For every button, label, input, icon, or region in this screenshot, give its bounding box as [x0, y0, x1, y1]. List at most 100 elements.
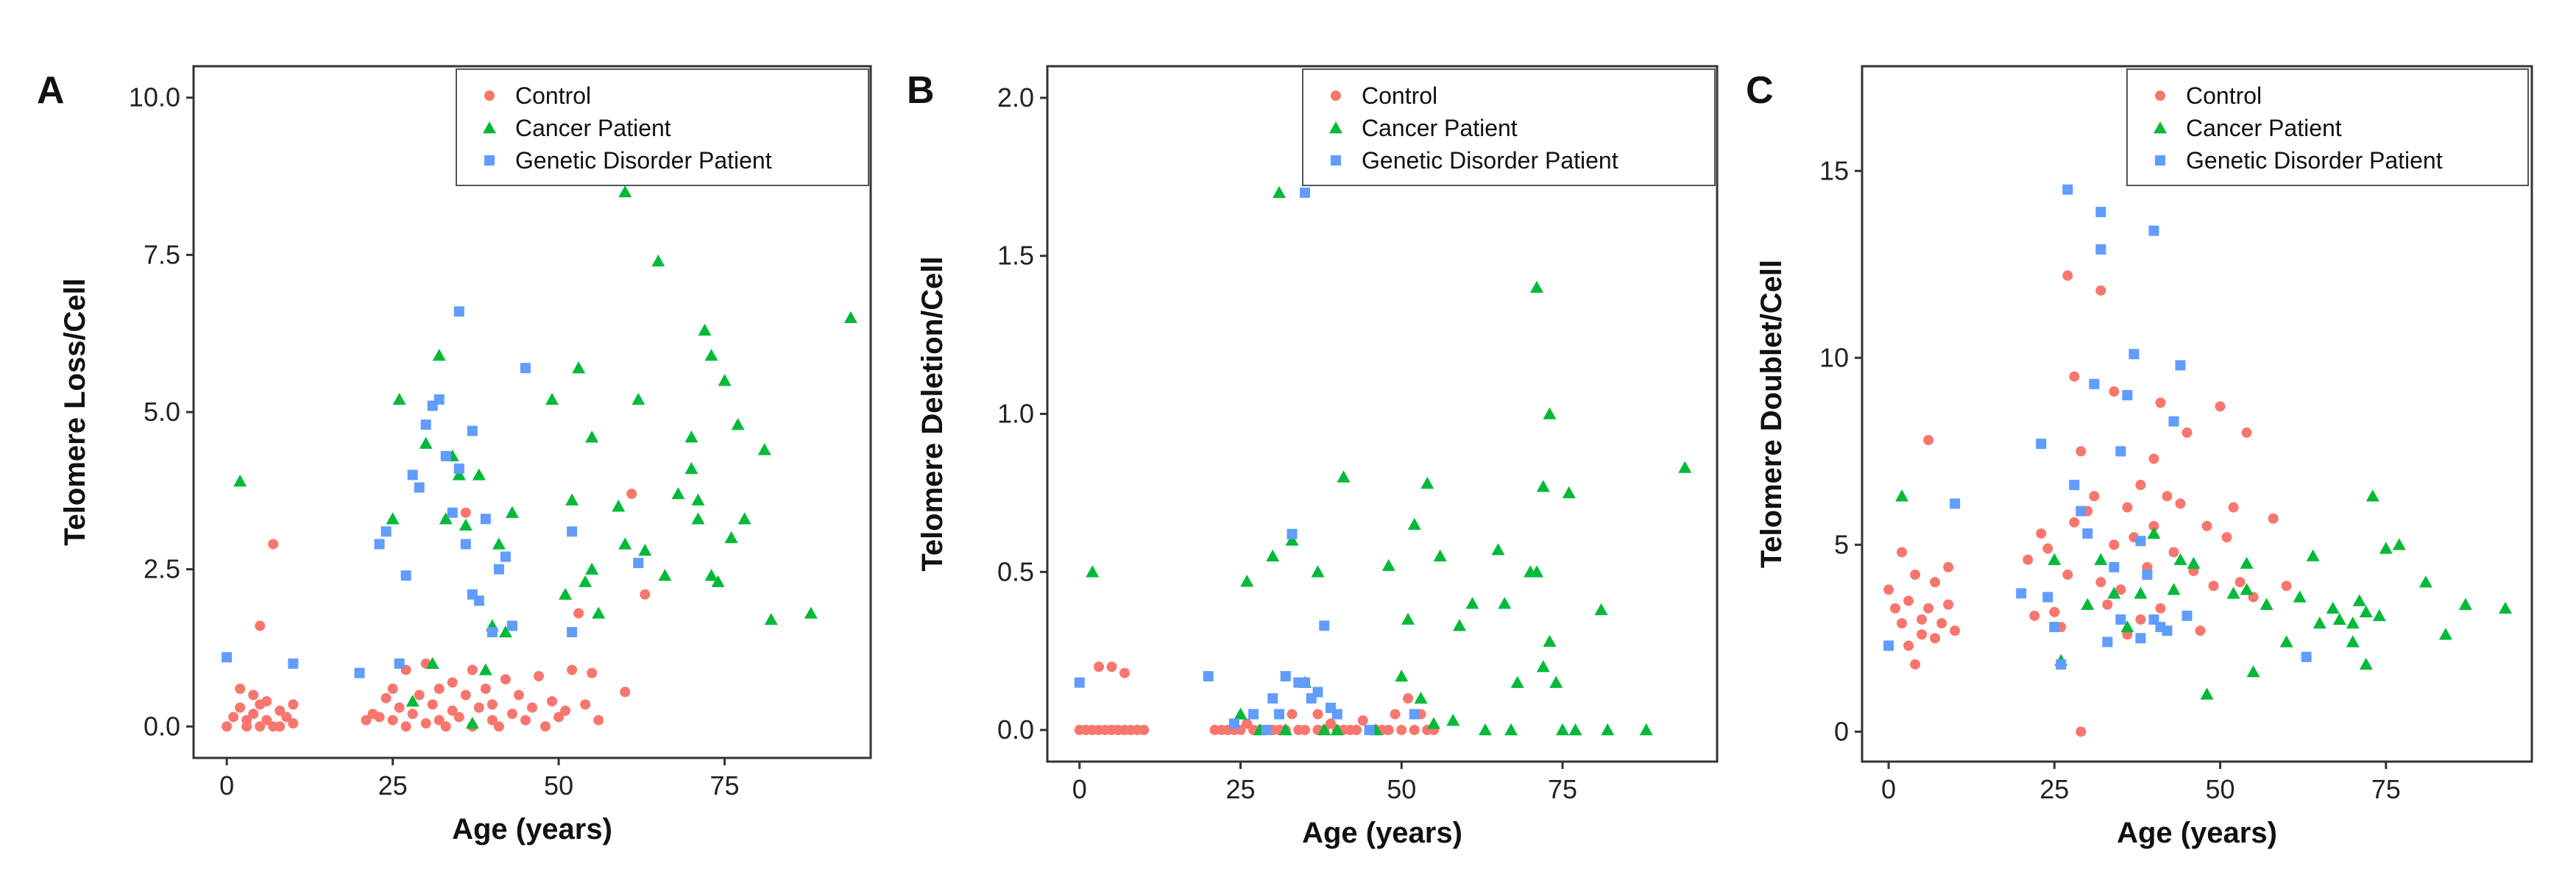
data-point	[2107, 586, 2121, 599]
data-point	[2036, 528, 2047, 539]
data-point	[2109, 561, 2120, 572]
data-point	[684, 430, 698, 443]
data-point	[2016, 588, 2027, 599]
data-point	[1319, 620, 1330, 631]
data-point	[1409, 725, 1420, 736]
data-point	[2069, 480, 2080, 491]
data-point	[2168, 547, 2179, 558]
data-point	[520, 363, 531, 374]
data-point	[585, 430, 599, 443]
data-point	[553, 712, 565, 723]
legend-label: Genetic Disorder Patient	[1362, 147, 1618, 174]
data-point	[261, 714, 272, 726]
data-point	[1407, 517, 1421, 531]
data-point	[1543, 407, 1557, 419]
data-point	[506, 709, 517, 720]
data-point	[2102, 636, 2113, 648]
data-point	[567, 664, 578, 675]
data-point	[559, 587, 573, 600]
data-point	[2173, 553, 2187, 565]
data-point	[1261, 725, 1272, 736]
x-tick-label: 25	[2039, 774, 2069, 804]
legend-label: Control	[515, 82, 591, 109]
data-point	[1601, 723, 1615, 736]
data-point	[400, 570, 411, 581]
y-tick-label: 5	[1834, 529, 1849, 559]
data-point	[2241, 427, 2252, 438]
data-point	[1433, 549, 1447, 561]
data-point	[1287, 528, 1298, 539]
x-tick-label: 50	[544, 770, 573, 801]
legend-label: Cancer Patient	[1362, 115, 1518, 141]
data-point	[711, 575, 725, 587]
data-point	[1883, 640, 1894, 651]
data-point	[1543, 634, 1557, 647]
data-point	[1381, 558, 1395, 571]
data-point	[2208, 581, 2219, 592]
data-point	[233, 475, 247, 487]
data-point	[1139, 725, 1150, 736]
data-point	[691, 512, 705, 525]
data-point	[2115, 614, 2126, 625]
data-point	[1326, 718, 1336, 729]
legend-marker	[2154, 121, 2167, 134]
data-points	[222, 172, 857, 732]
data-point	[460, 539, 471, 550]
data-point	[2115, 584, 2126, 595]
data-point	[2081, 597, 2095, 610]
data-point	[567, 627, 578, 638]
data-point	[486, 699, 498, 710]
data-point	[472, 468, 486, 480]
data-point	[480, 514, 491, 525]
data-point	[2148, 520, 2159, 531]
data-point	[453, 306, 464, 317]
data-point	[2048, 553, 2062, 565]
data-point	[1119, 667, 1130, 678]
data-point	[447, 507, 458, 518]
data-point	[2155, 397, 2166, 408]
data-point	[1242, 718, 1253, 729]
data-point	[567, 526, 578, 537]
x-tick-label: 75	[2371, 774, 2401, 804]
y-tick-label: 10	[1819, 342, 1849, 372]
data-point	[1923, 603, 1934, 614]
data-point	[633, 558, 644, 569]
data-point	[1403, 693, 1413, 704]
data-point	[1203, 671, 1214, 682]
x-axis-title: Age (years)	[2117, 817, 2277, 849]
data-point	[587, 667, 598, 678]
data-point	[2195, 625, 2206, 636]
x-tick-label: 0	[219, 770, 234, 801]
data-point	[2221, 532, 2232, 543]
data-point	[498, 625, 512, 638]
data-point	[2240, 556, 2254, 569]
data-point	[425, 656, 439, 670]
data-point	[1409, 709, 1420, 720]
data-point	[2332, 612, 2346, 625]
legend-marker	[1329, 121, 1342, 134]
data-point	[2359, 657, 2373, 670]
legend-marker	[2155, 155, 2165, 166]
data-point	[434, 714, 445, 726]
x-tick-label: 50	[2206, 774, 2235, 804]
data-point	[1357, 715, 1368, 726]
x-tick-label: 75	[710, 770, 740, 801]
plot-frame	[1861, 65, 2533, 763]
data-point	[1390, 709, 1401, 720]
data-point	[2109, 386, 2120, 397]
data-point	[467, 425, 478, 436]
data-point	[2062, 270, 2073, 281]
data-point	[228, 712, 239, 723]
data-point	[1903, 640, 1914, 651]
data-point	[2167, 583, 2181, 595]
data-point	[427, 699, 438, 710]
data-point	[2372, 609, 2386, 622]
y-tick-label: 0.0	[997, 714, 1034, 745]
x-tick-label: 25	[1225, 774, 1255, 804]
data-point	[2438, 628, 2452, 640]
data-point	[486, 627, 498, 638]
data-point	[1287, 709, 1298, 720]
y-tick-label: 0.0	[144, 711, 180, 741]
data-point	[691, 493, 705, 506]
data-point	[414, 689, 425, 701]
